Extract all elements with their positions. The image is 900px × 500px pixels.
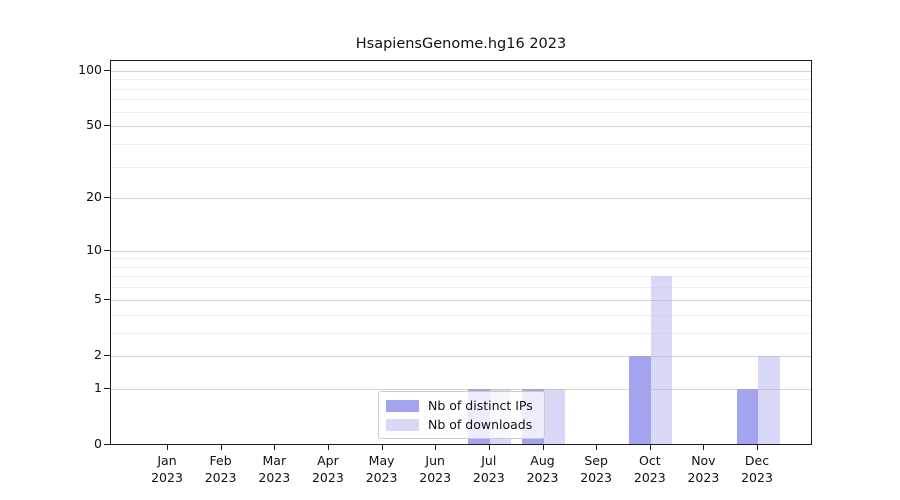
y-tick-mark <box>104 125 110 127</box>
y-tick-label: 10 <box>86 241 102 257</box>
x-tick-label: Apr 2023 <box>311 453 344 485</box>
gridline-minor <box>111 88 811 90</box>
gridline-minor <box>111 79 811 81</box>
chart-title: HsapiensGenome.hg16 2023 <box>355 36 567 52</box>
legend-swatch-downloads <box>386 418 419 431</box>
legend-label: Nb of downloads <box>428 417 533 432</box>
gridline-minor <box>111 314 811 316</box>
x-tick-mark <box>488 445 490 450</box>
x-tick-label: Jan 2023 <box>151 453 183 485</box>
gridline-minor <box>111 258 811 260</box>
x-tick-mark <box>649 445 651 450</box>
bar <box>650 276 673 444</box>
gridline-minor <box>111 111 811 113</box>
bar <box>758 355 780 444</box>
bar <box>629 355 651 444</box>
x-tick-label: Nov 2023 <box>687 453 720 485</box>
y-tick-mark <box>104 69 110 71</box>
x-tick-label: Oct 2023 <box>633 453 666 485</box>
x-tick-label: Sep 2023 <box>580 453 612 485</box>
y-tick-mark <box>104 249 110 251</box>
x-tick-mark <box>435 445 437 450</box>
y-tick-label: 1 <box>94 379 102 395</box>
y-tick-mark <box>104 354 110 356</box>
y-tick-mark <box>104 197 110 199</box>
legend-row: Nb of distinct IPs <box>386 398 533 413</box>
bar <box>543 388 565 444</box>
legend: Nb of distinct IPs Nb of downloads <box>378 391 545 439</box>
y-tick-mark <box>104 298 110 300</box>
gridline-minor <box>111 276 811 278</box>
y-tick-label: 100 <box>78 61 102 77</box>
gridline-major <box>111 355 811 357</box>
gridline-minor <box>111 99 811 101</box>
gridline-major <box>111 126 811 128</box>
x-tick-mark <box>327 445 329 450</box>
gridline-major <box>111 250 811 252</box>
legend-row: Nb of downloads <box>386 417 533 432</box>
x-tick-mark <box>167 445 168 450</box>
x-tick-label: Aug 2023 <box>526 453 559 485</box>
gridline-minor <box>111 166 811 168</box>
y-tick-label: 5 <box>94 290 102 306</box>
x-tick-mark <box>596 445 598 450</box>
x-tick-label: Jun 2023 <box>419 453 452 485</box>
bar <box>736 388 758 444</box>
gridline-minor <box>111 266 811 268</box>
legend-label: Nb of distinct IPs <box>428 398 533 413</box>
x-tick-mark <box>542 445 544 450</box>
x-tick-label: Jul 2023 <box>472 453 505 485</box>
x-tick-mark <box>703 445 705 450</box>
y-tick-mark <box>104 444 110 445</box>
x-tick-label: Mar 2023 <box>258 453 291 485</box>
y-tick-label: 50 <box>86 117 102 133</box>
gridline-minor <box>111 287 811 289</box>
gridline-major <box>111 299 811 301</box>
x-tick-label: May 2023 <box>365 453 398 485</box>
x-tick-mark <box>381 445 383 450</box>
gridline-minor <box>111 143 811 145</box>
x-tick-mark <box>220 445 222 450</box>
gridline-major <box>111 388 811 390</box>
y-tick-label: 2 <box>94 346 102 362</box>
gridline-major <box>111 70 811 72</box>
plot-area <box>110 60 812 445</box>
legend-swatch-distinct-ips <box>386 399 419 412</box>
y-tick-label: 20 <box>86 189 102 205</box>
gridline-major <box>111 198 811 200</box>
x-tick-mark <box>274 445 276 450</box>
y-tick-label: 0 <box>94 436 102 451</box>
x-tick-mark <box>757 445 758 450</box>
x-tick-label: Dec 2023 <box>741 453 773 485</box>
y-tick-mark <box>104 387 110 389</box>
x-tick-label: Feb 2023 <box>204 453 237 485</box>
gridline-minor <box>111 332 811 334</box>
